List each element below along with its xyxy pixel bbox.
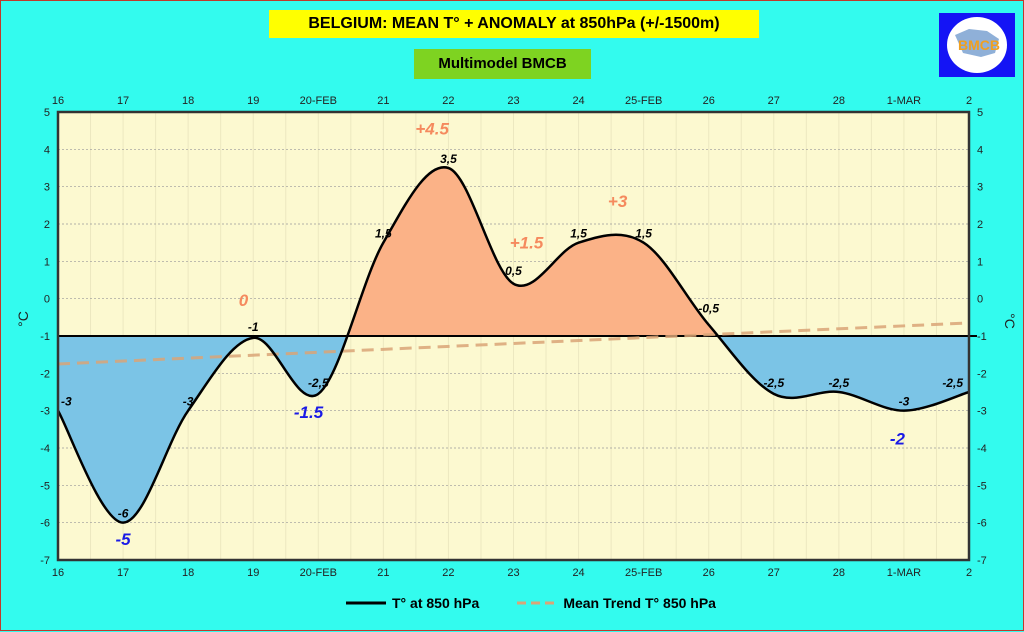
temperature-line	[56, 166, 970, 524]
data-label: -2,5	[763, 376, 784, 390]
logo-graphic: BMCB	[947, 17, 1007, 73]
y-tick-label-right: -3	[977, 406, 987, 418]
anomaly-label: +3	[608, 192, 628, 211]
x-tick-label-top: 27	[768, 95, 780, 107]
y-tick-label-right: 1	[977, 256, 983, 268]
x-tick-label-top: 2	[966, 95, 972, 107]
legend-item-temperature: T° at 850 hPa	[346, 595, 479, 611]
plot-border	[56, 110, 971, 562]
y-tick-label-left: 2	[44, 219, 50, 231]
data-label: -2,5	[308, 376, 329, 390]
data-label: 1,5	[375, 227, 392, 241]
data-label: -3	[183, 395, 194, 409]
y-tick-label-left: -7	[40, 555, 50, 567]
anomaly-label: +1.5	[510, 233, 544, 252]
anomaly-label: -1.5	[294, 403, 324, 422]
x-tick-label-bottom: 28	[833, 567, 845, 579]
y-tick-label-left: 3	[44, 182, 50, 194]
data-label: 0,5	[505, 264, 522, 278]
x-tick-label-bottom: 19	[247, 567, 259, 579]
x-tick-label-bottom: 1-MAR	[887, 567, 921, 579]
svg-text:BMCB: BMCB	[958, 37, 1000, 53]
y-tick-label-right: -2	[977, 368, 987, 380]
area-above-mean	[58, 167, 969, 336]
x-tick-label-top: 16	[52, 95, 64, 107]
x-tick-label-top: 21	[377, 95, 389, 107]
y-tick-label-left: 1	[44, 256, 50, 268]
data-label: -3	[61, 395, 72, 409]
anomaly-label: -5	[116, 530, 132, 549]
y-tick-label-right: -6	[977, 518, 987, 530]
x-tick-label-bottom: 22	[442, 567, 454, 579]
legend-line-solid	[346, 601, 386, 605]
anomaly-label: -2	[890, 429, 906, 448]
chart-title: BELGIUM: MEAN T° + ANOMALY at 850hPa (+/…	[269, 10, 759, 38]
y-tick-label-left: 4	[44, 144, 50, 156]
x-tick-label-bottom: 20-FEB	[300, 567, 337, 579]
x-tick-label-bottom: 26	[703, 567, 715, 579]
x-tick-label-top: 28	[833, 95, 845, 107]
y-tick-label-left: -4	[40, 443, 50, 455]
data-label: 1,5	[570, 227, 587, 241]
x-tick-label-bottom: 24	[572, 567, 584, 579]
data-label: 3,5	[440, 152, 457, 166]
y-tick-label-right: 0	[977, 294, 983, 306]
data-label: -0,5	[698, 301, 719, 315]
data-label: -6	[118, 507, 129, 521]
y-tick-label-right: -5	[977, 480, 987, 492]
x-tick-label-bottom: 21	[377, 567, 389, 579]
y-tick-label-left: -6	[40, 518, 50, 530]
x-tick-label-top: 26	[703, 95, 715, 107]
x-tick-label-top: 18	[182, 95, 194, 107]
data-label: -3	[899, 395, 910, 409]
bmcb-logo: BMCB	[939, 13, 1015, 77]
y-tick-label-left: -3	[40, 406, 50, 418]
x-tick-label-top: 17	[117, 95, 129, 107]
data-label: 1,5	[635, 227, 652, 241]
x-tick-label-bottom: 25-FEB	[625, 567, 662, 579]
y-tick-label-right: -4	[977, 443, 987, 455]
x-tick-label-top: 1-MAR	[887, 95, 921, 107]
x-tick-label-bottom: 18	[182, 567, 194, 579]
x-tick-label-top: 25-FEB	[625, 95, 662, 107]
x-tick-label-bottom: 17	[117, 567, 129, 579]
y-tick-label-right: 3	[977, 182, 983, 194]
x-tick-label-top: 22	[442, 95, 454, 107]
legend-line-dashed	[517, 601, 558, 605]
x-tick-label-top: 23	[507, 95, 519, 107]
x-tick-label-bottom: 2	[966, 567, 972, 579]
area-below-mean	[58, 336, 969, 523]
y-tick-label-right: 5	[977, 107, 983, 119]
x-tick-label-bottom: 27	[768, 567, 780, 579]
legend-label: T° at 850 hPa	[392, 595, 480, 611]
anomaly-label: 0	[239, 291, 249, 310]
legend: T° at 850 hPa Mean Trend T° 850 hPa	[346, 595, 716, 611]
y-tick-label-left: 5	[44, 107, 50, 119]
legend-item-trend: Mean Trend T° 850 hPa	[517, 595, 716, 611]
anomaly-label: +4.5	[415, 119, 449, 138]
y-axis-label-left: °C	[15, 311, 31, 327]
y-axis-label-right: °C	[1002, 313, 1018, 329]
y-tick-label-right: 4	[977, 144, 983, 156]
y-tick-label-left: -5	[40, 480, 50, 492]
x-tick-label-top: 24	[572, 95, 584, 107]
y-tick-label-left: -2	[40, 368, 50, 380]
y-tick-label-left: -1	[40, 331, 50, 343]
x-tick-label-top: 19	[247, 95, 259, 107]
chart-subtitle: Multimodel BMCB	[414, 49, 591, 79]
y-tick-label-right: -7	[977, 555, 987, 567]
x-tick-label-bottom: 16	[52, 567, 64, 579]
data-label: -2,5	[829, 376, 850, 390]
legend-label: Mean Trend T° 850 hPa	[563, 595, 716, 611]
x-tick-label-bottom: 23	[507, 567, 519, 579]
x-tick-label-top: 20-FEB	[300, 95, 337, 107]
y-tick-label-right: -1	[977, 331, 987, 343]
y-tick-label-left: 0	[44, 294, 50, 306]
data-label: -2,5	[942, 376, 963, 390]
y-tick-label-right: 2	[977, 219, 983, 231]
data-label: -1	[248, 320, 259, 334]
